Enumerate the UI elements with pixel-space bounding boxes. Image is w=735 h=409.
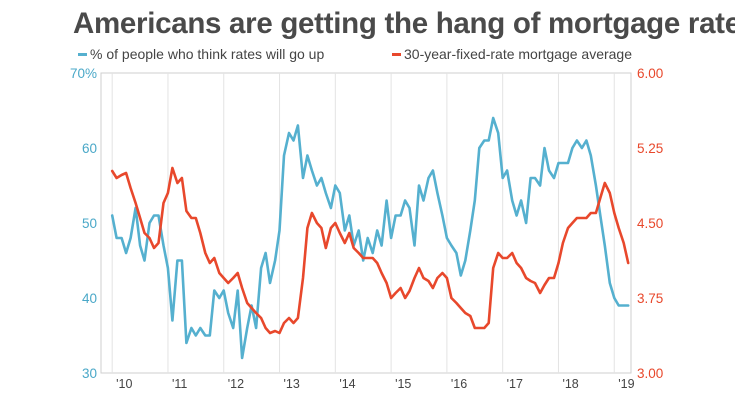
x-tick-label: '18 [562, 377, 578, 391]
legend-label-survey: % of people who think rates will go up [90, 46, 325, 62]
x-tick-label: '11 [172, 377, 187, 391]
left-axis-tick-label: 70% [70, 66, 97, 81]
x-tick-label: '17 [507, 377, 523, 391]
series-line-mortgage [110, 166, 630, 335]
legend-entry-mortgage: 30-year-fixed-rate mortgage average [392, 46, 632, 62]
x-tick-label: '10 [116, 377, 132, 391]
right-axis-tick-label: 5.25 [637, 141, 663, 156]
legend-entry-survey: % of people who think rates will go up [78, 46, 324, 62]
chart-title: Americans are getting the hang of mortga… [73, 7, 735, 40]
legend-swatch-survey [78, 52, 87, 56]
right-axis-tick-label: 3.00 [637, 366, 663, 381]
axis-layer: '10 '11 '12 '13 '14 '15 '16 '17 '18 '19 30 40 50 60 70… [70, 66, 663, 391]
x-tick-label: '13 [284, 377, 300, 391]
x-tick-label: '19 [618, 377, 634, 391]
legend-swatch-mortgage [392, 52, 401, 56]
right-axis-tick-label: 6.00 [637, 66, 663, 81]
series-line-survey [110, 116, 630, 360]
x-tick-label: '15 [395, 377, 411, 391]
series-layer [110, 116, 630, 360]
right-axis-tick-label: 3.75 [637, 291, 663, 306]
right-axis-tick-label: 4.50 [637, 216, 663, 231]
x-tick-label: '16 [451, 377, 467, 391]
grid-layer [100, 72, 632, 374]
legend-label-mortgage: 30-year-fixed-rate mortgage average [404, 46, 633, 62]
x-tick-label: '12 [228, 377, 244, 391]
plot-frame [100, 72, 632, 374]
left-axis-tick-label: 50 [82, 216, 97, 231]
left-axis-tick-label: 40 [82, 291, 97, 306]
x-tick-label: '14 [339, 377, 355, 391]
left-axis-tick-label: 60 [82, 141, 97, 156]
left-axis-tick-label: 30 [82, 366, 97, 381]
